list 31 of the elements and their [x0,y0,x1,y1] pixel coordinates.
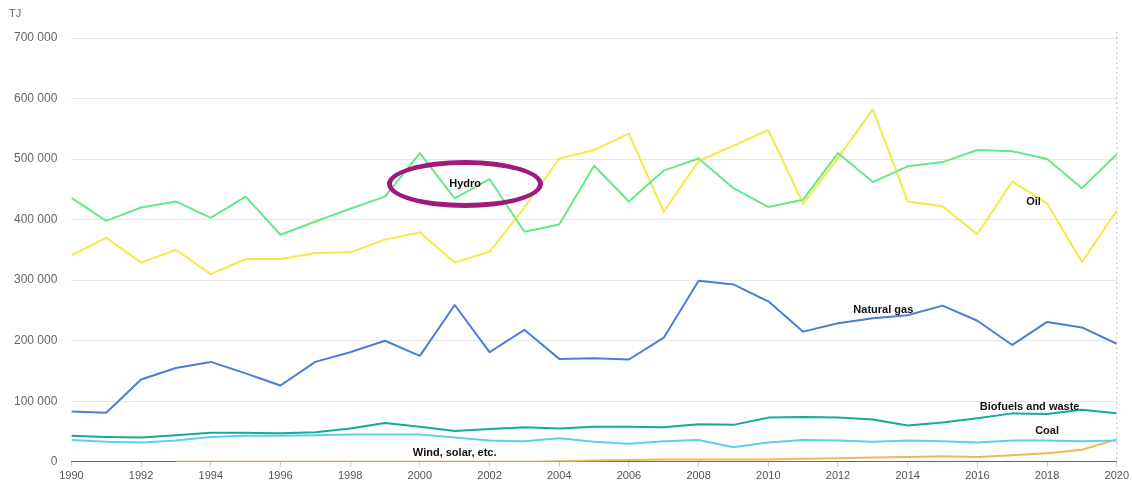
y-tick-label: 400 000 [13,211,58,226]
x-tick-label: 2020 [1104,469,1130,482]
series-label: Wind, solar, etc. [412,445,497,458]
x-tick-label: 2018 [1034,469,1060,482]
x-tick-label: 2008 [686,469,711,482]
y-tick-label: 600 000 [13,90,58,105]
x-tick-label: 2006 [616,469,642,482]
x-tick-label: 2010 [756,469,781,482]
y-tick-label: 500 000 [13,151,58,166]
y-tick-label: 200 000 [13,333,58,348]
x-tick-label: 2000 [407,469,433,482]
y-tick-label: 100 000 [13,393,58,408]
y-tick-label: 0 [50,454,58,469]
x-tick-label: 2012 [825,469,851,482]
y-tick-label: 300 000 [13,272,58,287]
series-label: Oil [1026,194,1041,207]
series-label: Coal [1035,423,1059,436]
series-label: Natural gas [853,303,914,316]
x-tick-label: 2016 [965,469,990,482]
x-tick-label: 1996 [268,469,293,482]
y-tick-label: 700 000 [13,30,58,45]
x-tick-label: 1994 [198,469,223,482]
x-tick-label: 1990 [59,469,84,482]
x-tick-label: 1992 [128,469,154,482]
x-tick-label: 2014 [895,469,920,482]
series-label: Biofuels and waste [979,400,1080,413]
x-tick-label: 2004 [546,469,572,482]
y-axis-title: TJ [9,7,22,20]
x-tick-label: 1998 [337,469,363,482]
x-tick-label: 2002 [477,469,502,482]
series-label: Hydro [449,177,482,190]
